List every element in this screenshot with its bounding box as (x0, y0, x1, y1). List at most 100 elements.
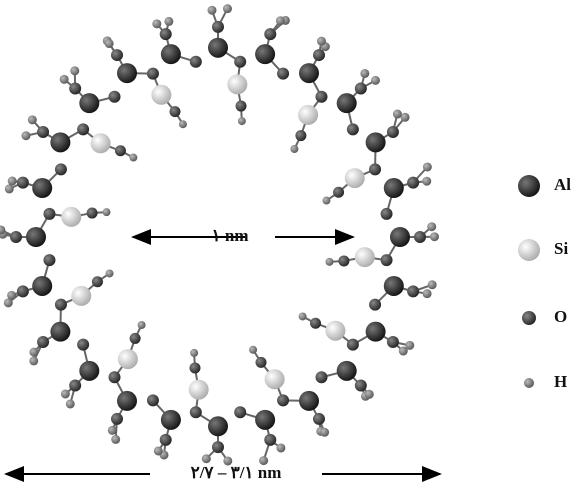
h-atom (7, 290, 17, 300)
o-atom (234, 55, 247, 68)
al-atom (365, 321, 386, 342)
o-atom (414, 231, 426, 243)
h-atom (137, 320, 146, 329)
al-atom (26, 227, 46, 247)
o-atom (313, 412, 325, 425)
h-atom (27, 115, 37, 125)
o-atom (333, 186, 345, 198)
legend-label: O (554, 307, 567, 326)
legend-h-atom (524, 378, 534, 388)
h-atom (59, 74, 69, 84)
h-atom (152, 19, 162, 29)
o-atom (313, 49, 325, 62)
o-atom (43, 207, 56, 220)
o-atom (129, 332, 141, 344)
si-atom (344, 168, 365, 189)
h-atom (316, 36, 326, 46)
h-atom (427, 222, 437, 232)
h-atom (21, 131, 31, 141)
o-atom (146, 67, 159, 80)
al-atom (79, 360, 100, 381)
o-atom (77, 123, 90, 136)
h-atom (105, 269, 114, 278)
h-atom (422, 162, 432, 172)
o-atom (108, 90, 121, 103)
al-atom (383, 178, 404, 199)
o-atom (310, 317, 322, 329)
h-atom (60, 389, 70, 399)
inner-diameter: ۱ nm (212, 226, 249, 245)
h-atom (422, 176, 432, 186)
o-atom (264, 28, 277, 41)
o-atom (354, 379, 367, 392)
al-atom (50, 132, 71, 153)
legend-al-atom (518, 175, 540, 197)
h-atom (370, 75, 380, 85)
o-atom (189, 55, 202, 68)
h-atom (222, 4, 232, 14)
h-atom (29, 356, 39, 366)
legend-label: Al (554, 175, 571, 194)
o-atom (159, 28, 172, 41)
o-atom (295, 130, 307, 142)
o-atom (91, 276, 103, 288)
o-atom (146, 394, 159, 407)
si-atom (188, 379, 209, 400)
h-atom (190, 348, 199, 357)
h-atom (259, 456, 269, 466)
o-atom (37, 125, 50, 138)
h-atom (70, 66, 80, 76)
molecule-ring (0, 4, 439, 466)
o-atom (354, 82, 367, 95)
o-atom (69, 82, 82, 95)
si-atom (90, 133, 111, 154)
al-atom (390, 227, 410, 247)
al-atom (336, 360, 357, 381)
o-atom (108, 371, 121, 384)
al-atom (160, 44, 181, 65)
al-atom (117, 63, 137, 84)
o-atom (234, 406, 247, 419)
al-atom (255, 409, 276, 430)
al-atom (160, 409, 181, 430)
o-atom (346, 338, 359, 351)
o-atom (86, 207, 98, 219)
o-atom (159, 433, 172, 446)
o-atom (315, 371, 328, 384)
h-atom (7, 176, 17, 186)
o-atom (43, 254, 56, 267)
h-atom (164, 16, 174, 26)
o-atom (277, 394, 290, 407)
si-atom (264, 369, 285, 390)
o-atom (77, 338, 90, 351)
si-atom (354, 247, 375, 268)
si-atom (71, 285, 92, 306)
o-atom (255, 356, 267, 368)
al-atom (208, 416, 228, 437)
al-atom (208, 37, 228, 58)
al-atom (299, 390, 319, 411)
h-atom (0, 225, 6, 235)
o-atom (277, 67, 290, 80)
o-atom (37, 336, 50, 349)
o-atom (169, 106, 181, 118)
h-atom (322, 196, 331, 205)
legend-label: H (554, 372, 567, 391)
al-atom (255, 44, 276, 65)
o-atom (114, 145, 126, 157)
h-atom (4, 184, 14, 194)
o-atom (10, 231, 22, 243)
legend-si-atom (518, 239, 540, 261)
o-atom (369, 298, 382, 311)
o-atom (264, 433, 277, 446)
h-atom (320, 427, 330, 437)
o-atom (369, 163, 382, 176)
h-atom (398, 346, 408, 356)
h-atom (429, 232, 439, 242)
h-atom (201, 454, 211, 464)
o-atom (16, 285, 29, 298)
o-atom (407, 176, 420, 189)
o-atom (69, 379, 82, 392)
al-atom (336, 93, 357, 114)
